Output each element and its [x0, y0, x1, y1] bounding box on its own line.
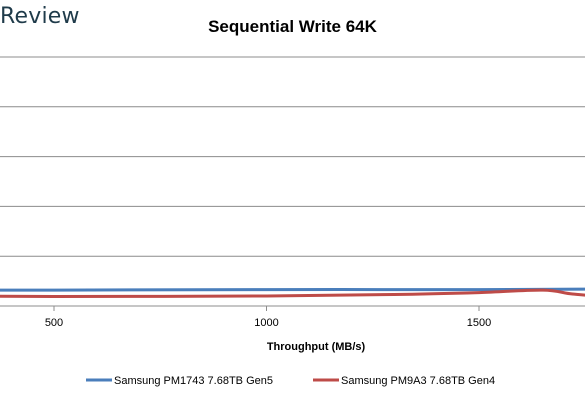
legend-label-1: Samsung PM1743 7.68TB Gen5 [114, 375, 273, 387]
x-tick-label: 1000 [254, 317, 278, 329]
x-tick-label: 1500 [467, 317, 491, 329]
series-line-2 [0, 288, 585, 298]
grid-lines [0, 56, 585, 257]
legend: Samsung PM1743 7.68TB Gen5 Samsung PM9A3 … [86, 375, 495, 387]
x-tick-label: 500 [45, 317, 63, 329]
brand-logo: Review [0, 4, 80, 29]
series-line-1 [0, 287, 585, 292]
x-axis-label: Throughput (MB/s) [267, 341, 366, 353]
series-lines [0, 287, 585, 298]
x-axis [0, 305, 585, 311]
chart-title: Sequential Write 64K [208, 17, 377, 36]
x-tick-labels: 50010001500200025003000 [45, 317, 491, 329]
legend-label-2: Samsung PM9A3 7.68TB Gen4 [341, 375, 495, 387]
